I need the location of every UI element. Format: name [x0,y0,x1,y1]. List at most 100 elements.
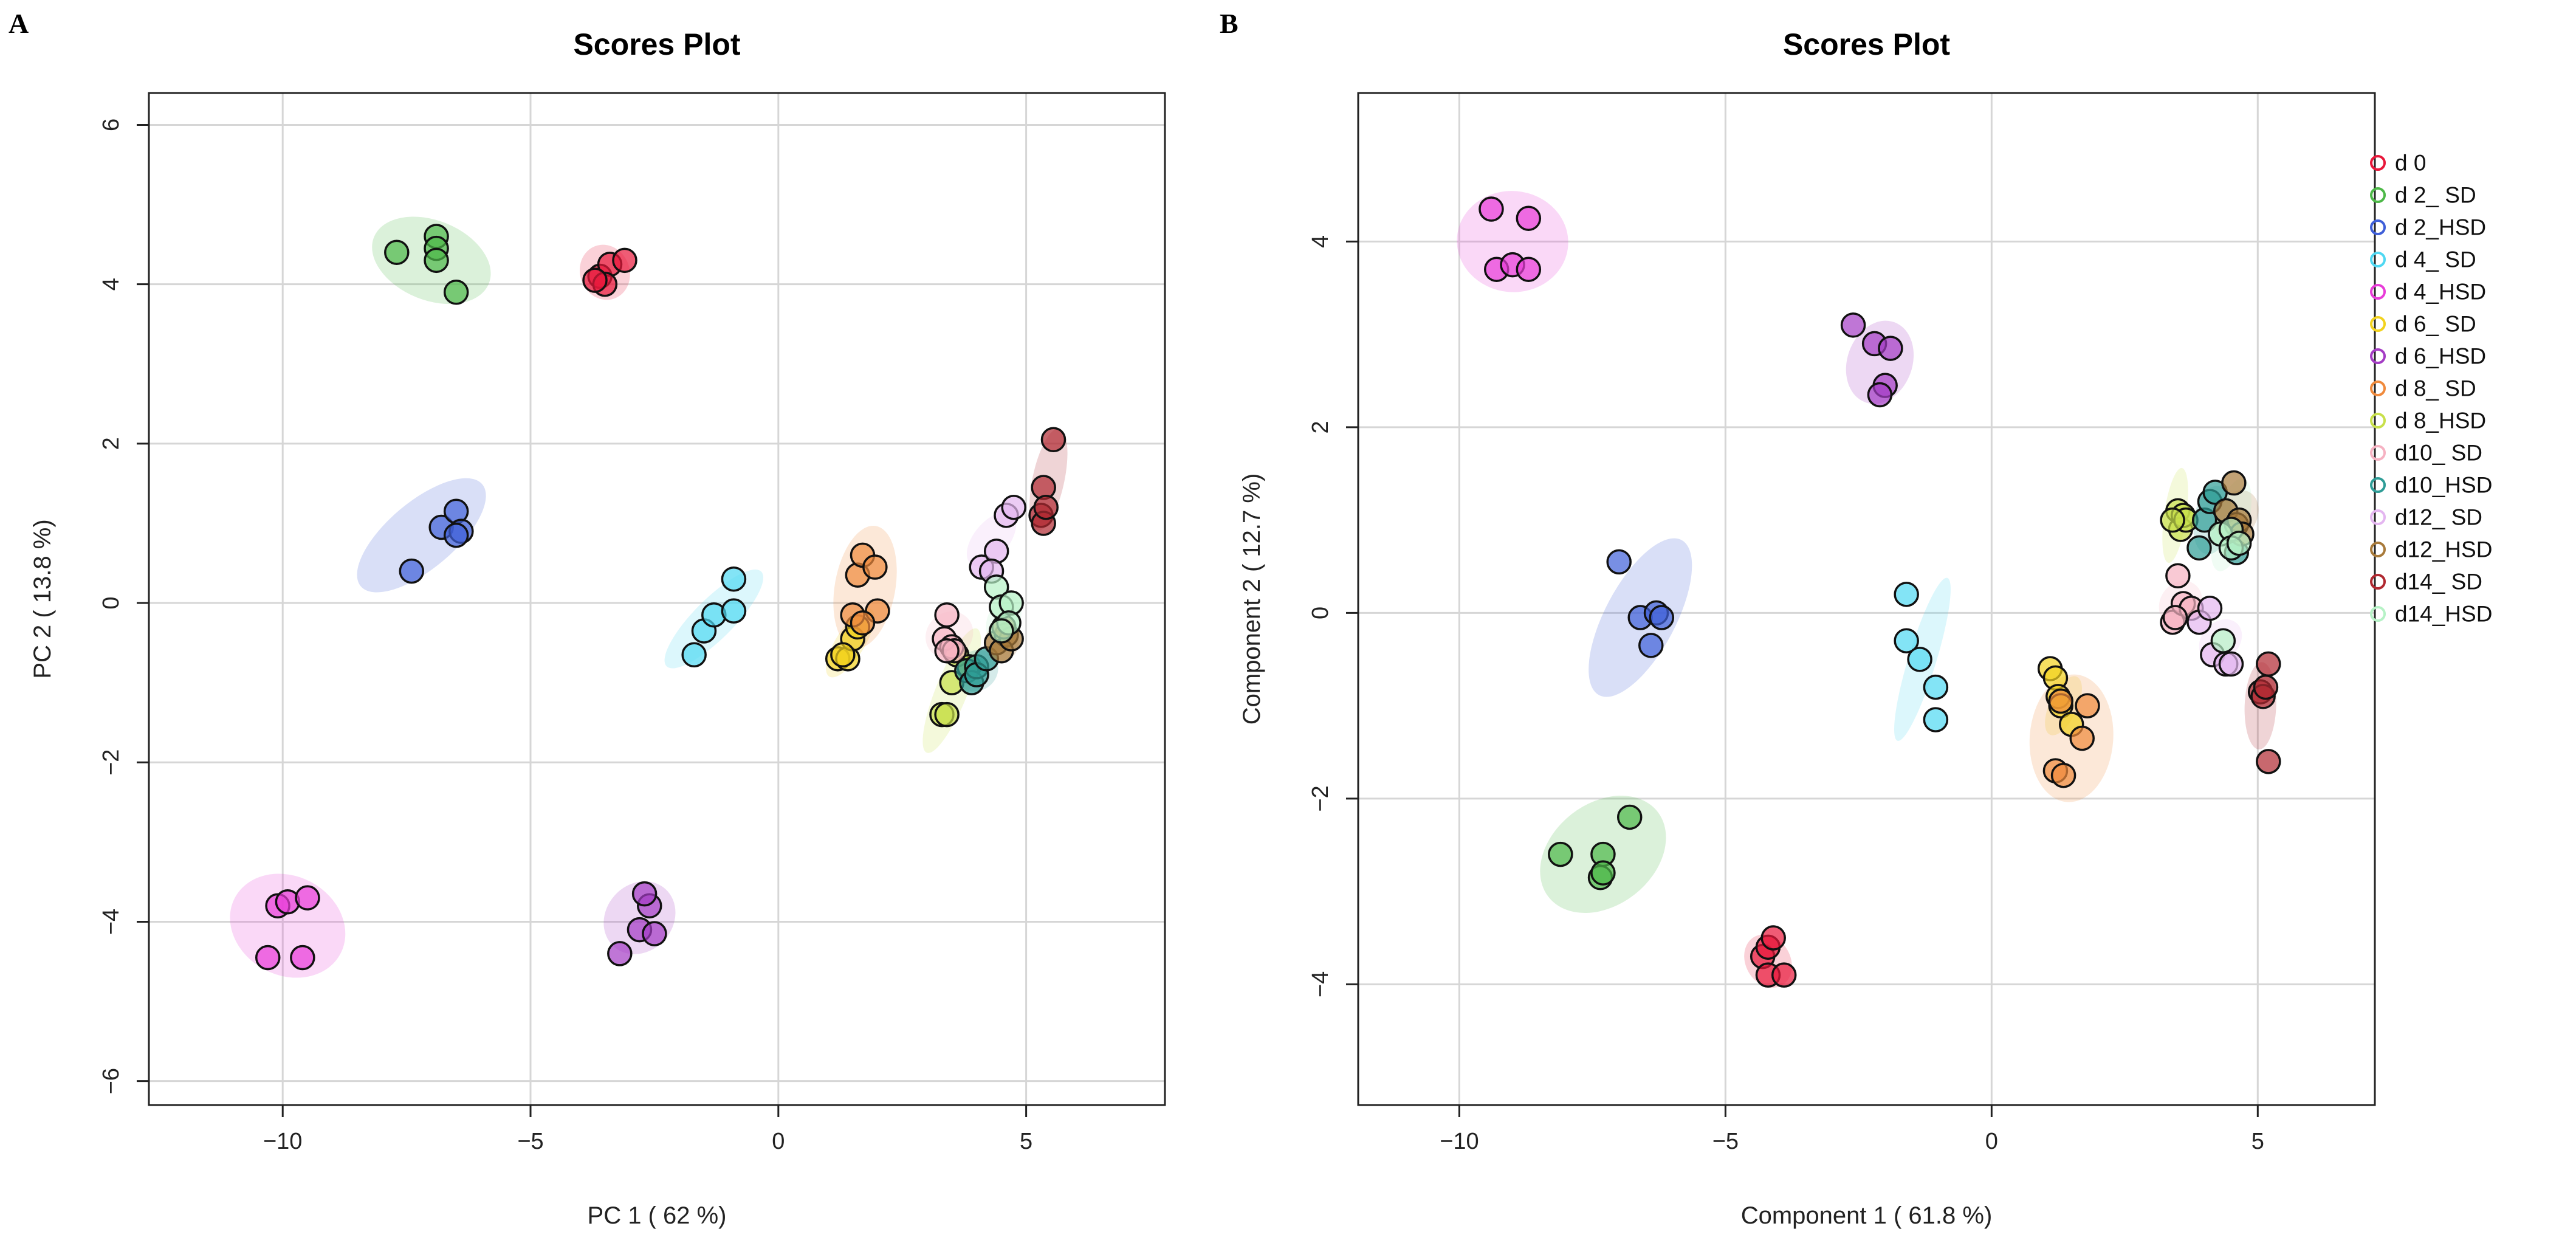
panel-1-y-tick-label-4: 2 [98,437,124,450]
legend-marker-7 [2370,380,2386,396]
legend-marker-12 [2370,542,2386,557]
panel-2-y-tick-label-1: −2 [1308,785,1333,811]
panel-2-y-tick-label-0: −4 [1308,971,1333,997]
legend-marker-9 [2370,445,2386,461]
panel-2-y-axis-label: Component 2 ( 12.7 %) [1238,473,1265,725]
panel-2-point-10 [1606,549,1632,575]
panel-1-point-75 [989,618,1014,644]
panel-1-point-68 [1040,427,1066,453]
panel-1-point-19 [721,566,747,592]
panel-2-point-36 [2050,762,2076,788]
panel-2-ellipse-4 [1457,191,1568,292]
panel-1-point-29 [830,642,856,668]
legend-marker-5 [2370,316,2386,332]
panel-2-point-59 [2218,651,2244,677]
panel-2-point-2 [1760,925,1786,951]
legend-marker-6 [2370,348,2386,364]
panel-2-x-tick-label-1: −5 [1712,1129,1739,1154]
panel-1-ellipse-4 [230,873,346,978]
panel-1-y-tick-label-1: −4 [98,909,124,935]
panel-2-y-tick-label-2: 0 [1308,607,1333,619]
panel-1-point-10 [399,558,425,584]
panel-2-point-56 [2197,596,2223,621]
panel-2-point-46 [2165,563,2191,589]
panel-2-point-68 [2256,749,2281,774]
panel-1-x-tick-label-2: 0 [772,1129,785,1154]
panel-1-point-24 [290,945,315,971]
legend-marker-0 [2370,155,2386,171]
panel-1-x-tick-label-1: −5 [517,1129,543,1154]
legend-label-1: d 2_ SD [2395,183,2476,208]
panel-2-point-19 [1923,707,1949,732]
legend-label-6: d 6_HSD [2395,344,2486,369]
panel-2-point-74 [2210,628,2236,653]
panel-1-point-50 [934,638,960,664]
legend-label-4: d 4_HSD [2395,280,2486,305]
panel-1-ellipse-2 [357,478,486,593]
panel-2-point-49 [2162,605,2188,630]
legend-marker-13 [2370,574,2386,590]
panel-1-point-46 [934,602,960,628]
legend-marker-4 [2370,284,2386,300]
panel-1-y-tick-label-6: 6 [98,119,124,131]
panel-1-point-4 [582,267,608,293]
legend-marker-8 [2370,413,2386,429]
panel-1-point-30 [607,941,633,966]
panel-1-x-axis-label: PC 1 ( 62 %) [588,1202,727,1229]
panel-2-point-14 [1638,633,1664,658]
panel-2-point-23 [1516,205,1542,231]
legend-marker-10 [2370,477,2386,493]
panel-2-point-5 [1548,841,1573,867]
panel-1-point-42 [934,701,960,728]
legend-marker-1 [2370,187,2386,203]
legend-label-8: d 8_HSD [2395,408,2486,433]
legend-label-2: d 2_HSD [2395,215,2486,240]
panel-1-plot-frame [148,92,1166,1106]
panel-2-point-39 [2048,688,2073,714]
legend-label-11: d12_ SD [2395,505,2482,530]
legend-marker-3 [2370,252,2386,267]
legend-label-14: d14_HSD [2395,602,2492,627]
panel-1-point-20 [255,945,281,971]
panel-2-point-50 [2186,535,2212,561]
legend-label-12: d12_HSD [2395,537,2492,562]
panel-1-point-38 [862,554,888,580]
panel-1-y-tick-label-5: 4 [98,278,124,291]
panel-1-point-14 [443,522,469,548]
panel-1-point-15 [681,642,707,668]
panel-2-point-32 [1878,336,1903,361]
panel-2-point-15 [1894,582,1919,607]
panel-2-title: Scores Plot [1783,27,1950,61]
panel-1-x-tick-label-3: 5 [1020,1129,1032,1154]
panel-1-point-32 [642,921,667,946]
panel-1-point-70 [1033,494,1059,520]
panel-1-y-tick-label-2: −2 [98,749,124,776]
panel-2-point-69 [2253,674,2279,700]
panel-2-x-axis-label: Component 1 ( 61.8 %) [1741,1202,1993,1229]
legend-label-0: d 0 [2395,151,2426,176]
panel-2-point-16 [1894,628,1919,653]
panel-2-point-67 [2256,651,2281,677]
panel-2-point-73 [2226,531,2252,556]
legend-label-9: d10_ SD [2395,441,2482,466]
legend-marker-14 [2370,606,2386,622]
panel-2-point-18 [1923,674,1949,700]
panel-letter-b: B [1220,8,1238,39]
panel-2-chart: Scores Plot −10 −5 0 5 −4 −2 0 2 4 Component 1 ( 6… [1238,27,2492,1229]
panel-2-point-4 [1771,962,1797,988]
panel-2-point-8 [1590,860,1616,886]
panel-2-point-13 [1649,605,1675,630]
panel-2-point-34 [1867,382,1893,408]
panel-1-chart: Scores Plot −10 −5 0 5 −6 −4 −2 0 2 4 6 PC 1 ( 62 %)… [29,27,1166,1229]
panel-1-y-tick-label-3: 0 [98,596,124,609]
legend-marker-11 [2370,509,2386,525]
panel-1-y-tick-label-0: −6 [98,1068,124,1094]
panel-2-point-30 [1840,312,1866,338]
panel-1-point-23 [295,885,320,911]
panel-2-point-44 [2160,507,2185,533]
panel-2-y-tick-label-4: 4 [1308,235,1333,248]
panel-2-point-61 [2221,470,2247,496]
